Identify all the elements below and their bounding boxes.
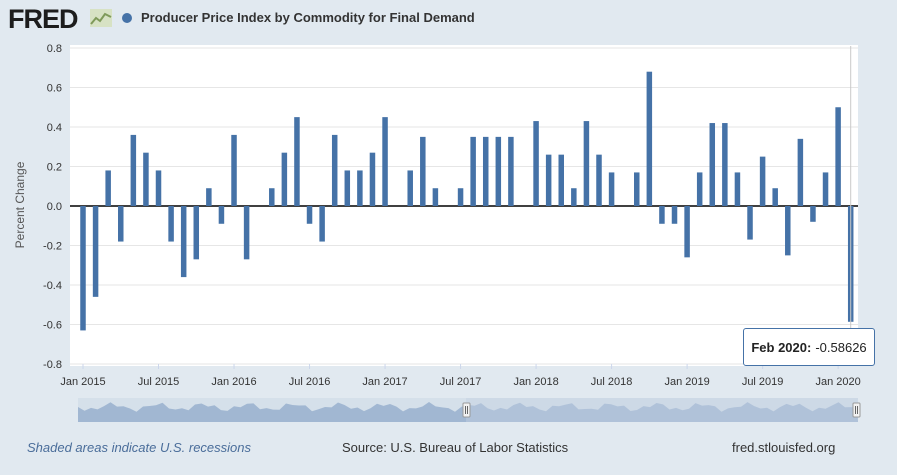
fred-logo[interactable]: FRED <box>8 4 78 34</box>
y-tick-label: -0.2 <box>43 241 62 253</box>
x-tick-label: Jul 2016 <box>289 376 331 388</box>
bar[interactable] <box>558 154 564 206</box>
bar[interactable] <box>722 123 728 206</box>
bar[interactable] <box>143 152 149 206</box>
tooltip-value: -0.58626 <box>815 339 867 355</box>
bar[interactable] <box>482 136 489 206</box>
x-tick-label: Jan 2018 <box>513 376 558 388</box>
chart-header: FRED Producer Price Index by Commodity f… <box>0 0 897 40</box>
x-tick-label: Jul 2018 <box>591 376 633 388</box>
bar[interactable] <box>180 206 187 278</box>
bar[interactable] <box>747 206 753 240</box>
bar[interactable] <box>671 206 678 224</box>
bar[interactable] <box>583 121 590 206</box>
bar[interactable] <box>822 172 829 206</box>
y-tick-label: -0.6 <box>43 320 62 332</box>
bar[interactable] <box>508 136 514 206</box>
bar[interactable] <box>659 206 665 224</box>
bar[interactable] <box>545 154 552 206</box>
bar[interactable] <box>369 152 376 206</box>
y-tick-label: 0.0 <box>47 201 62 213</box>
chart-line-icon <box>90 9 112 27</box>
bar[interactable] <box>797 138 804 206</box>
legend[interactable]: Producer Price Index by Commodity for Fi… <box>122 10 475 25</box>
y-tick-label: -0.8 <box>43 359 62 371</box>
x-tick-label: Jul 2015 <box>138 376 180 388</box>
bar[interactable] <box>281 152 288 206</box>
y-tick-label: 0.2 <box>47 162 62 174</box>
x-tick-label: Jan 2020 <box>815 376 860 388</box>
bar[interactable] <box>243 206 250 260</box>
y-tick-label: -0.4 <box>43 280 62 292</box>
bar[interactable] <box>130 134 137 206</box>
bar[interactable] <box>709 123 716 206</box>
bar[interactable] <box>407 170 413 206</box>
bar[interactable] <box>785 206 791 256</box>
x-tick-label: Jan 2017 <box>362 376 407 388</box>
bar[interactable] <box>571 188 577 206</box>
bar[interactable] <box>608 172 615 206</box>
handle-icon[interactable] <box>852 402 861 418</box>
navigator-selection[interactable] <box>466 398 858 422</box>
tooltip-date: Feb 2020: <box>751 339 812 355</box>
bar[interactable] <box>835 107 841 206</box>
navigator[interactable] <box>78 398 861 422</box>
bar[interactable] <box>118 206 124 242</box>
handle-icon[interactable] <box>462 402 471 418</box>
bar[interactable] <box>646 71 653 206</box>
bar[interactable] <box>269 188 275 206</box>
bar[interactable] <box>470 136 476 206</box>
bar[interactable] <box>357 170 363 206</box>
bar[interactable] <box>319 206 325 242</box>
x-tick-label: Jan 2016 <box>211 376 256 388</box>
bar[interactable] <box>495 136 502 206</box>
recession-note[interactable]: Shaded areas indicate U.S. recessions <box>27 440 252 455</box>
x-tick-label: Jan 2015 <box>60 376 105 388</box>
y-tick-label: 0.6 <box>47 83 62 95</box>
bar[interactable] <box>734 172 741 206</box>
bar[interactable] <box>696 172 703 206</box>
bar[interactable] <box>294 117 300 206</box>
bar[interactable] <box>105 170 111 206</box>
bar[interactable] <box>457 188 464 206</box>
bar[interactable] <box>382 117 388 206</box>
x-tick-labels: Jan 2015 Jul 2015 Jan 2016 Jul 2016 Jan 2017… <box>60 364 861 388</box>
bar[interactable] <box>155 170 162 206</box>
x-tick-label: Jul 2017 <box>440 376 482 388</box>
bar[interactable] <box>810 206 816 222</box>
y-tick-labels: 0.8 0.6 0.4 0.2 0.0 -0.2 -0.4 -0.6 -0.8 <box>43 43 62 371</box>
bar[interactable] <box>193 206 200 260</box>
bar[interactable] <box>432 188 439 206</box>
site-link[interactable]: fred.stlouisfed.org <box>732 440 836 455</box>
circle-icon <box>122 12 132 23</box>
y-tick-label: 0.4 <box>47 122 62 134</box>
bar[interactable] <box>684 206 690 258</box>
tooltip: Feb 2020: -0.58626 <box>743 328 875 366</box>
bar[interactable] <box>533 121 539 206</box>
bar[interactable] <box>634 172 640 206</box>
source-text: Source: U.S. Bureau of Labor Statistics <box>342 440 569 455</box>
bar[interactable] <box>92 206 99 297</box>
bar[interactable] <box>218 206 225 224</box>
x-tick-label: Jan 2019 <box>664 376 709 388</box>
y-tick-label: 0.8 <box>47 43 62 55</box>
bar[interactable] <box>331 134 338 206</box>
bar[interactable] <box>596 154 602 206</box>
y-axis-label: Percent Change <box>13 161 27 248</box>
bar[interactable] <box>420 136 426 206</box>
legend-label: Producer Price Index by Commodity for Fi… <box>141 10 475 25</box>
bar[interactable] <box>231 134 237 206</box>
bar[interactable] <box>759 156 766 206</box>
bar[interactable] <box>306 206 313 224</box>
bar[interactable] <box>344 170 351 206</box>
bar[interactable] <box>80 206 86 331</box>
bar[interactable] <box>772 188 778 206</box>
bars <box>80 46 854 364</box>
bar[interactable] <box>168 206 174 242</box>
x-tick-label: Jul 2019 <box>742 376 784 388</box>
bar[interactable] <box>206 188 212 206</box>
